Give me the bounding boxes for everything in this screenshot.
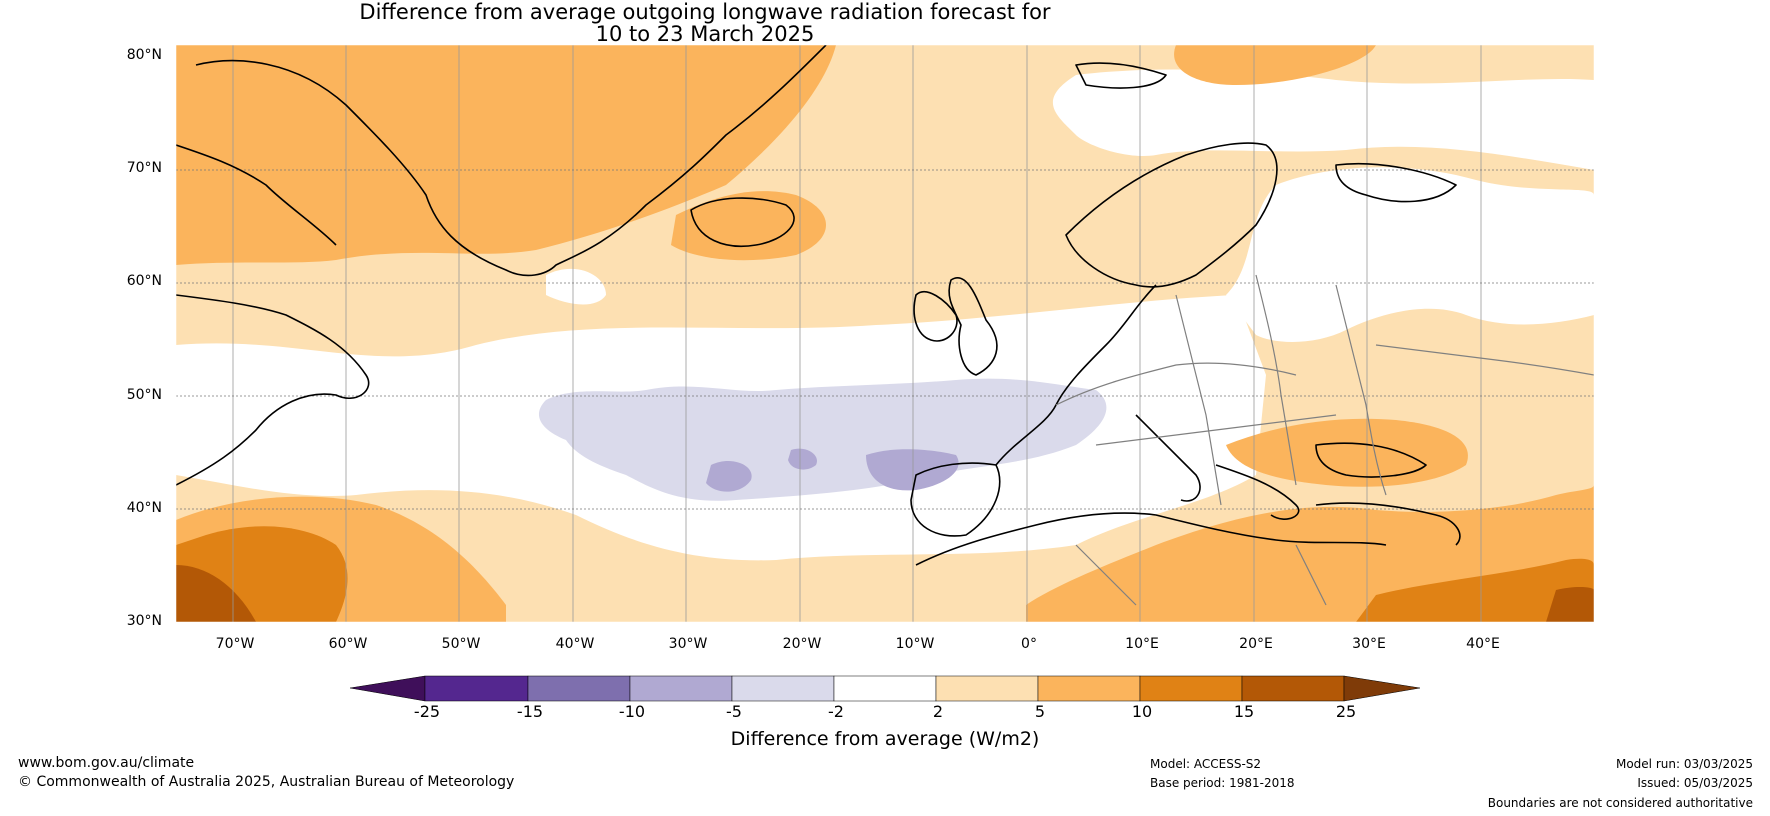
lat-label-40n: 40°N <box>126 500 162 516</box>
above-avg-extreme-west <box>176 565 256 622</box>
baffin-coast <box>176 144 337 246</box>
above-avg-extreme-east <box>1546 586 1594 622</box>
lon-label-40w: 40°W <box>555 636 595 652</box>
above-avg-svalbard <box>1174 45 1376 85</box>
ireland-coast <box>913 291 958 342</box>
neutral-scandinavia <box>1226 167 1594 342</box>
france-coast <box>995 284 1157 466</box>
scandinavia-coast <box>1065 142 1278 288</box>
lat-label-60n: 60°N <box>126 273 162 289</box>
colorbar-bin-8 <box>1139 675 1243 702</box>
lon-label-10w: 10°W <box>895 636 935 652</box>
iberia-coast <box>910 462 1001 537</box>
lon-label-30w: 30°W <box>668 636 708 652</box>
lat-label-70n: 70°N <box>126 160 162 176</box>
lat-label-80n: 80°N <box>126 47 162 63</box>
lon-label-10e: 10°E <box>1125 636 1159 652</box>
colorbar-tick: 10 <box>1131 702 1153 721</box>
colorbar-bin-1 <box>424 675 529 702</box>
footer-disclaimer: Boundaries are not considered authoritat… <box>1487 796 1753 810</box>
svalbard-coast <box>1075 62 1167 89</box>
footer-copyright: © Commonwealth of Australia 2025, Austra… <box>18 774 515 790</box>
lat-label-50n: 50°N <box>126 387 162 403</box>
neutral-south-greenland <box>546 268 606 305</box>
lon-label-60w: 60°W <box>328 636 368 652</box>
footer-model-run: Model run: 03/03/2025 <box>1615 757 1753 771</box>
turkey-coast <box>1315 502 1461 546</box>
iceland-coast <box>690 197 795 247</box>
below-avg-atlantic <box>538 378 1107 501</box>
colorbar-extend-low <box>350 675 426 702</box>
lon-label-70w: 70°W <box>215 636 255 652</box>
colorbar-tick: -10 <box>618 702 646 721</box>
colorbar <box>350 675 1420 702</box>
footer-issued: Issued: 05/03/2025 <box>1637 776 1753 790</box>
coastlines <box>176 45 1461 566</box>
anomaly-map <box>176 45 1594 622</box>
lon-label-20e: 20°E <box>1239 636 1273 652</box>
colorbar-bin-6 <box>935 675 1039 702</box>
labrador-coast <box>176 294 370 486</box>
italy-coast <box>1135 414 1201 502</box>
meridian-gridlines <box>232 45 1482 622</box>
below-avg-patch-mid <box>706 460 752 492</box>
greenland-coast <box>195 45 827 277</box>
lat-label-30n: 30°N <box>126 613 162 629</box>
colorbar-bin-3 <box>629 675 733 702</box>
great-britain-coast <box>948 277 998 376</box>
colorbar-bin-9 <box>1241 675 1345 702</box>
greece-coast <box>1215 464 1300 520</box>
parallel-gridlines <box>176 169 1594 510</box>
above-avg-balkans <box>1226 418 1468 487</box>
colorbar-tick: -15 <box>516 702 544 721</box>
lon-label-40e: 40°E <box>1466 636 1500 652</box>
colorbar-label: Difference from average (W/m2) <box>730 728 1040 750</box>
black-sea-coast <box>1315 442 1427 478</box>
footer-model: Model: ACCESS-S2 <box>1150 757 1262 771</box>
colorbar-tick: -2 <box>828 702 844 721</box>
below-avg-patch-west <box>788 448 817 470</box>
colorbar-tick: 15 <box>1233 702 1255 721</box>
above-avg-strong-east <box>1356 558 1594 622</box>
kola-coast <box>1335 162 1457 203</box>
colorbar-tick: 5 <box>1034 702 1046 721</box>
colorbar-tick: 25 <box>1335 702 1357 721</box>
below-avg-iberia-west <box>866 449 959 491</box>
lon-label-0: 0° <box>1021 636 1037 652</box>
country-borders <box>1055 274 1594 606</box>
colorbar-bin-7 <box>1037 675 1141 702</box>
north-africa-coast <box>915 512 1387 566</box>
lon-label-50w: 50°W <box>441 636 481 652</box>
colorbar-tick: -5 <box>726 702 742 721</box>
lon-label-30e: 30°E <box>1352 636 1386 652</box>
neutral-arctic <box>1052 69 1594 170</box>
colorbar-bin-4 <box>731 675 835 702</box>
colorbar-extend-high <box>1343 675 1420 702</box>
map-title-line-2: 10 to 23 March 2025 <box>595 22 815 46</box>
colorbar-tick: -25 <box>413 702 441 721</box>
colorbar-bin-5 <box>833 675 937 702</box>
colorbar-tick: 2 <box>932 702 944 721</box>
map-title-line-1: Difference from average outgoing longwav… <box>359 0 1051 24</box>
lon-label-20w: 20°W <box>782 636 822 652</box>
above-avg-iceland <box>671 191 826 261</box>
footer-base-period: Base period: 1981-2018 <box>1150 776 1295 790</box>
colorbar-bin-2 <box>527 675 631 702</box>
footer-website[interactable]: www.bom.gov.au/climate <box>18 755 195 771</box>
